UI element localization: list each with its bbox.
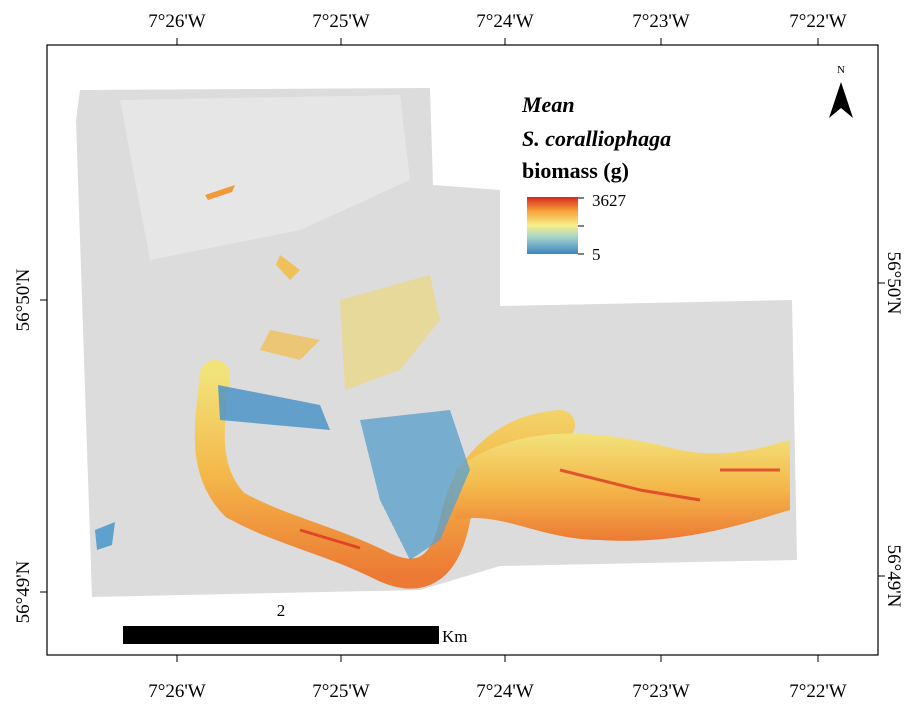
x-tick-label: 7°24'W	[476, 681, 534, 702]
y-tick-label: 56°50'N	[883, 252, 904, 315]
legend-title: biomass (g)	[522, 158, 629, 183]
north-label: N	[837, 64, 845, 76]
x-tick-label: 7°26'W	[148, 11, 206, 32]
x-tick-label: 7°22'W	[789, 11, 847, 32]
x-tick-label: 7°22'W	[789, 681, 847, 702]
y-tick-label: 56°49'N	[883, 545, 904, 608]
scale-unit: Km	[442, 627, 468, 646]
y-tick-label: 56°49'N	[13, 560, 34, 623]
legend-title: S. coralliophaga	[522, 126, 671, 151]
legend-title: Mean	[521, 92, 575, 117]
x-tick-label: 7°26'W	[148, 681, 206, 702]
x-tick-label: 7°25'W	[312, 681, 370, 702]
y-tick-label: 56°50'N	[13, 268, 34, 331]
legend-max: 3627	[592, 191, 627, 210]
scale-bar-rect	[123, 626, 439, 644]
map-figure: Mean S. coralliophaga biomass (g) 3627 5…	[0, 0, 914, 707]
x-tick-label: 7°23'W	[632, 681, 690, 702]
x-tick-label: 7°24'W	[476, 11, 534, 32]
color-ramp	[527, 197, 578, 254]
legend-min: 5	[592, 245, 601, 264]
x-tick-label: 7°25'W	[312, 11, 370, 32]
x-tick-label: 7°23'W	[632, 11, 690, 32]
scale-length: 2	[277, 601, 286, 620]
